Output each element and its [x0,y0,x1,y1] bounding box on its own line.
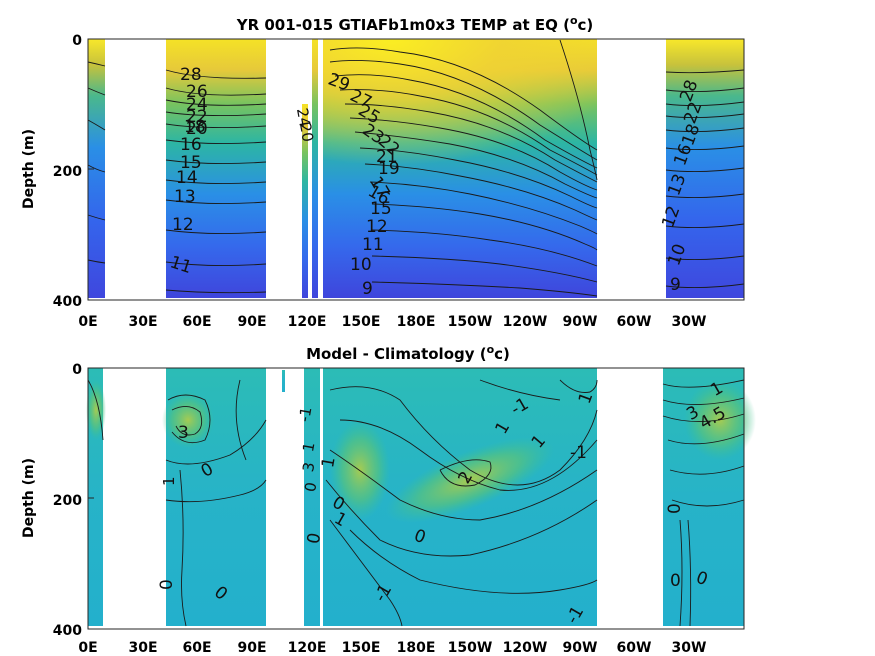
top-contour-label: 21 [376,147,398,167]
bottom-x-tick-label: 90W [563,640,598,656]
top-contour-label: 24 [293,107,314,129]
top-y-tick-label: 200 [53,164,82,180]
top-x-tick-label: 120W [503,314,548,330]
top-contour-label: 18 [184,117,206,137]
bottom-contour-label: 1 [318,455,340,469]
top-x-tick-label: 90E [237,314,266,330]
bottom-contour-label: 0 [665,503,685,514]
top-x-tick-label: 30E [128,314,157,330]
top-contour-label: 26 [186,82,208,102]
bottom-x-tick-label: 90E [237,640,266,656]
top-x-tick-label: 0E [78,314,97,330]
bottom-x-tick-label: 60W [617,640,652,656]
bottom-contour-label: 3 [178,423,189,443]
top-contour-label: 20 [186,119,208,139]
top-region-africa-west [88,39,105,298]
top-x-tick-label: 60W [617,314,652,330]
bottom-contour-label: 0 [670,571,681,591]
bottom-x-tick-label: 120W [503,640,548,656]
top-x-tick-label: 150W [448,314,493,330]
bottom-warm-blob [162,392,214,448]
bottom-x-tick-label: 150W [448,640,493,656]
bottom-contour-label: 3 [299,461,318,474]
top-contour-label: 10 [350,255,372,275]
top-y-tick-label: 400 [53,294,82,310]
bottom-y-axis-label: Depth (m) [21,458,37,538]
top-region-pacific-warmpool [323,39,597,179]
top-contour-label: 20 [296,121,317,143]
top-contour-label: 11 [362,235,384,255]
bottom-warm-blob [330,420,390,520]
bottom-contour-label: 0 [301,481,320,494]
top-x-tick-label: 150E [342,314,381,330]
bottom-region-maritime-a [282,370,285,392]
bottom-region-maritime-b [304,368,320,626]
top-y-axis: 0 200 400 Depth (m) [21,33,94,310]
top-x-tick-label: 30W [672,314,707,330]
top-contour-label: 12 [172,215,194,235]
top-x-axis: 0E 30E 60E 90E 120E 150E 180E 150W 120W … [78,314,706,330]
top-contour-label: 12 [366,217,388,237]
bottom-x-tick-label: 0E [78,640,97,656]
top-contour-label: 15 [370,199,392,219]
top-y-axis-label: Depth (m) [21,129,37,209]
bottom-contour-label: 0 [304,531,326,545]
bottom-y-tick-label: 400 [53,623,82,639]
top-panel: YR 001-015 GTIAFb1m0x3 TEMP at EQ (oc) [21,14,745,330]
bottom-panel-title: Model - Climatology (oc) [306,343,510,363]
bottom-x-tick-label: 180E [397,640,436,656]
top-x-tick-label: 90W [563,314,598,330]
top-contour-label: 19 [378,159,400,179]
bottom-panel: Model - Climatology (oc) [21,343,756,656]
bottom-y-tick-label: 0 [72,362,82,378]
top-contour-label: 24 [186,95,208,115]
top-x-tick-label: 120E [288,314,327,330]
bottom-y-tick-label: 200 [53,493,82,509]
bottom-x-tick-label: 120E [288,640,327,656]
bottom-contour-label: 0 [157,579,177,590]
top-contour-label: 16 [180,135,202,155]
top-x-tick-label: 60E [182,314,211,330]
bottom-contour-label: -1 [295,405,315,423]
top-region-atlantic [666,39,744,298]
top-panel-title: YR 001-015 GTIAFb1m0x3 TEMP at EQ (oc) [236,14,594,34]
top-contour-label: 14 [176,168,198,188]
bottom-x-tick-label: 60E [182,640,211,656]
top-contour-lines [87,39,745,297]
bottom-x-tick-label: 30W [672,640,707,656]
bottom-y-axis: 0 200 400 Depth (m) [21,362,94,639]
bottom-x-tick-label: 150E [342,640,381,656]
top-region-maritime-b [312,39,318,298]
top-region-maritime-a [302,104,308,298]
top-contour-label: 22 [186,107,208,127]
bottom-contour-label: -1 [570,443,587,463]
bottom-contour-lines [87,379,745,627]
top-region-indian [166,39,266,298]
top-contour-label: 9 [362,279,373,299]
top-x-tick-label: 180E [397,314,436,330]
bottom-contour-label: 1 [299,441,318,454]
top-contour-label: 28 [180,65,202,85]
bottom-x-tick-label: 30E [128,640,157,656]
bottom-x-axis: 0E 30E 60E 90E 120E 150E 180E 150W 120W … [78,640,706,656]
bottom-contour-label: 1 [160,476,178,486]
top-contour-label: 9 [670,275,681,295]
bottom-warm-blob [86,380,106,440]
top-contour-label: 13 [174,187,196,207]
top-contour-label: 15 [180,153,202,173]
top-y-tick-label: 0 [72,33,82,49]
